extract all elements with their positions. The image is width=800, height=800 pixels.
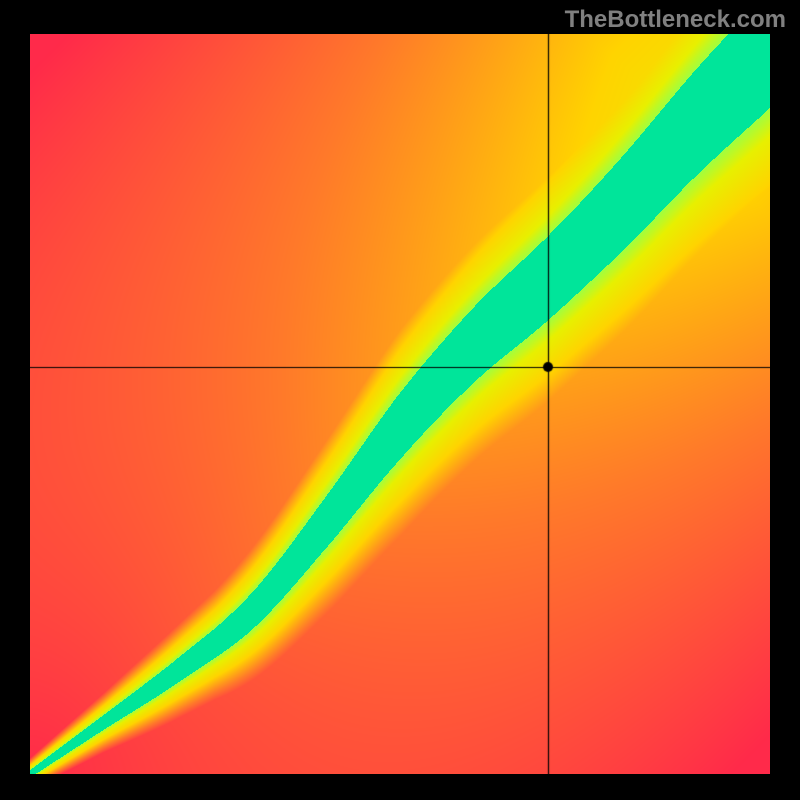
chart-container: { "watermark": { "text": "TheBottleneck.… <box>0 0 800 800</box>
watermark-text: TheBottleneck.com <box>565 6 786 34</box>
bottleneck-heatmap <box>30 34 770 774</box>
